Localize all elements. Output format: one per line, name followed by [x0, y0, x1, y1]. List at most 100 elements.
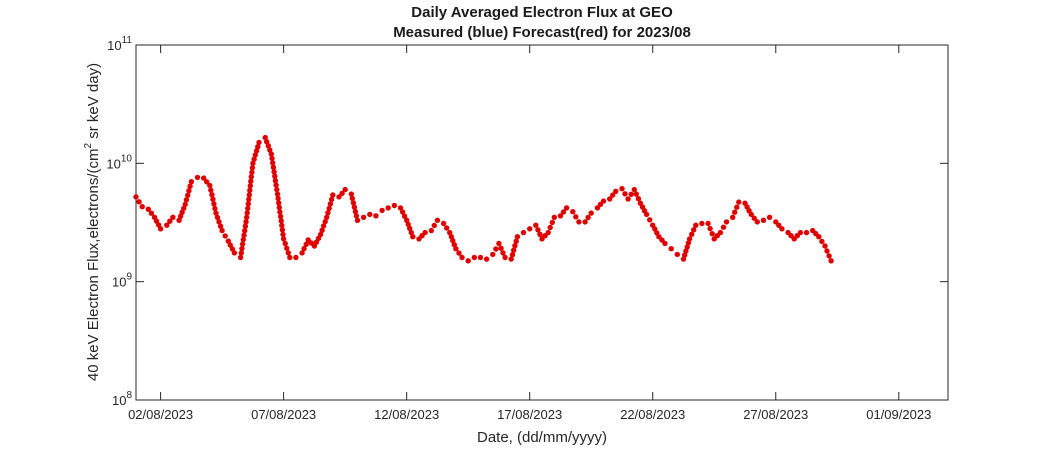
- data-point: [330, 192, 336, 198]
- plot-frame: [135, 44, 949, 401]
- data-point-trail: [301, 245, 307, 252]
- data-point-trail: [249, 165, 256, 171]
- data-point-trail: [277, 213, 284, 220]
- data-point-trail: [732, 209, 738, 215]
- data-point: [662, 240, 668, 247]
- data-point-trail: [689, 231, 695, 237]
- data-point: [219, 227, 225, 234]
- data-point: [496, 240, 502, 247]
- data-point-trail: [320, 223, 327, 229]
- data-point-trail: [148, 210, 155, 216]
- y-tick-base: 10: [112, 393, 126, 408]
- data-point: [274, 191, 281, 197]
- data-point-trail: [511, 247, 517, 253]
- data-point-trail: [573, 214, 579, 220]
- data-point: [428, 227, 434, 234]
- data-point-trail: [326, 205, 332, 212]
- y-tick-label: 109: [112, 272, 132, 290]
- y-tick-exp: 9: [126, 272, 132, 283]
- data-point: [250, 160, 256, 166]
- data-point-trail: [264, 139, 270, 145]
- data-point-trail: [187, 183, 193, 189]
- data-point-trail: [537, 231, 543, 237]
- data-point: [379, 207, 385, 214]
- data-point-trail: [240, 236, 246, 243]
- data-point-trail: [248, 174, 254, 180]
- data-point-trail: [185, 192, 191, 198]
- data-point-trail: [826, 253, 832, 259]
- data-point-trail: [399, 209, 406, 215]
- data-point-trail: [585, 214, 591, 221]
- data-point-trail: [238, 250, 244, 256]
- data-point-trail: [279, 222, 285, 229]
- chart-title: Daily Averaged Electron Flux at GEO: [411, 4, 673, 21]
- data-point-trail: [255, 144, 261, 150]
- data-point-trail: [684, 244, 690, 250]
- data-point-trail: [211, 201, 217, 207]
- data-point: [527, 226, 533, 232]
- x-axis-label: Date, (dd/mm/yyyy): [477, 429, 607, 446]
- data-point-trail: [328, 196, 335, 203]
- data-point-trail: [349, 195, 355, 202]
- data-point-trail: [325, 210, 331, 216]
- data-point: [471, 254, 477, 261]
- data-point: [133, 194, 139, 200]
- data-point-trail: [216, 219, 222, 225]
- data-point-trail: [635, 196, 642, 202]
- data-point-trail: [167, 218, 173, 224]
- data-point: [336, 194, 342, 200]
- data-point-trail: [352, 208, 359, 215]
- data-point: [348, 191, 354, 197]
- data-point: [280, 236, 287, 242]
- y-tick-base: 10: [106, 156, 120, 171]
- data-point-trail: [246, 192, 252, 198]
- data-point-trail: [265, 143, 271, 149]
- data-point-trail: [322, 218, 328, 225]
- data-point-trail: [819, 238, 825, 245]
- data-point-trail: [214, 214, 221, 221]
- data-point-trail: [251, 156, 257, 162]
- data-point: [705, 220, 711, 227]
- data-point-trail: [248, 178, 254, 184]
- data-point: [748, 211, 754, 218]
- y-tick-exp: 8: [126, 390, 132, 401]
- data-point-trail: [280, 231, 286, 238]
- data-point: [373, 213, 379, 219]
- data-point-trail: [720, 224, 727, 230]
- data-point-trail: [239, 241, 246, 247]
- data-point-trail: [284, 245, 290, 251]
- data-point: [730, 214, 736, 220]
- data-point-trail: [267, 147, 273, 153]
- data-point: [434, 217, 441, 223]
- data-point: [225, 238, 231, 244]
- data-point: [256, 139, 262, 146]
- data-point: [410, 234, 416, 240]
- data-point: [582, 219, 588, 225]
- data-point: [367, 211, 373, 218]
- x-tick-label: 07/08/2023: [251, 407, 316, 422]
- data-point-trail: [217, 223, 224, 229]
- data-point-trail: [285, 250, 291, 256]
- data-point-trail: [274, 186, 280, 193]
- data-point-trail: [186, 188, 192, 194]
- data-point: [816, 234, 822, 240]
- data-point-trail: [560, 209, 567, 215]
- data-point: [465, 258, 471, 264]
- data-point: [514, 234, 521, 240]
- data-point-trail: [212, 205, 218, 212]
- data-point: [182, 201, 188, 208]
- data-point-trail: [247, 183, 253, 189]
- data-point-trail: [273, 182, 279, 188]
- data-point-trail: [734, 204, 740, 210]
- data-point-trail: [269, 155, 275, 162]
- data-point: [533, 222, 539, 228]
- data-point-trail: [252, 152, 258, 158]
- data-point-trail: [707, 225, 713, 232]
- data-point: [422, 229, 428, 236]
- data-point: [317, 231, 324, 238]
- data-point-trail: [682, 252, 688, 258]
- x-tick-label: 22/08/2023: [620, 407, 685, 422]
- x-tick-label: 27/08/2023: [743, 407, 808, 422]
- y-axis-label-suffix: sr keV day): [85, 63, 102, 143]
